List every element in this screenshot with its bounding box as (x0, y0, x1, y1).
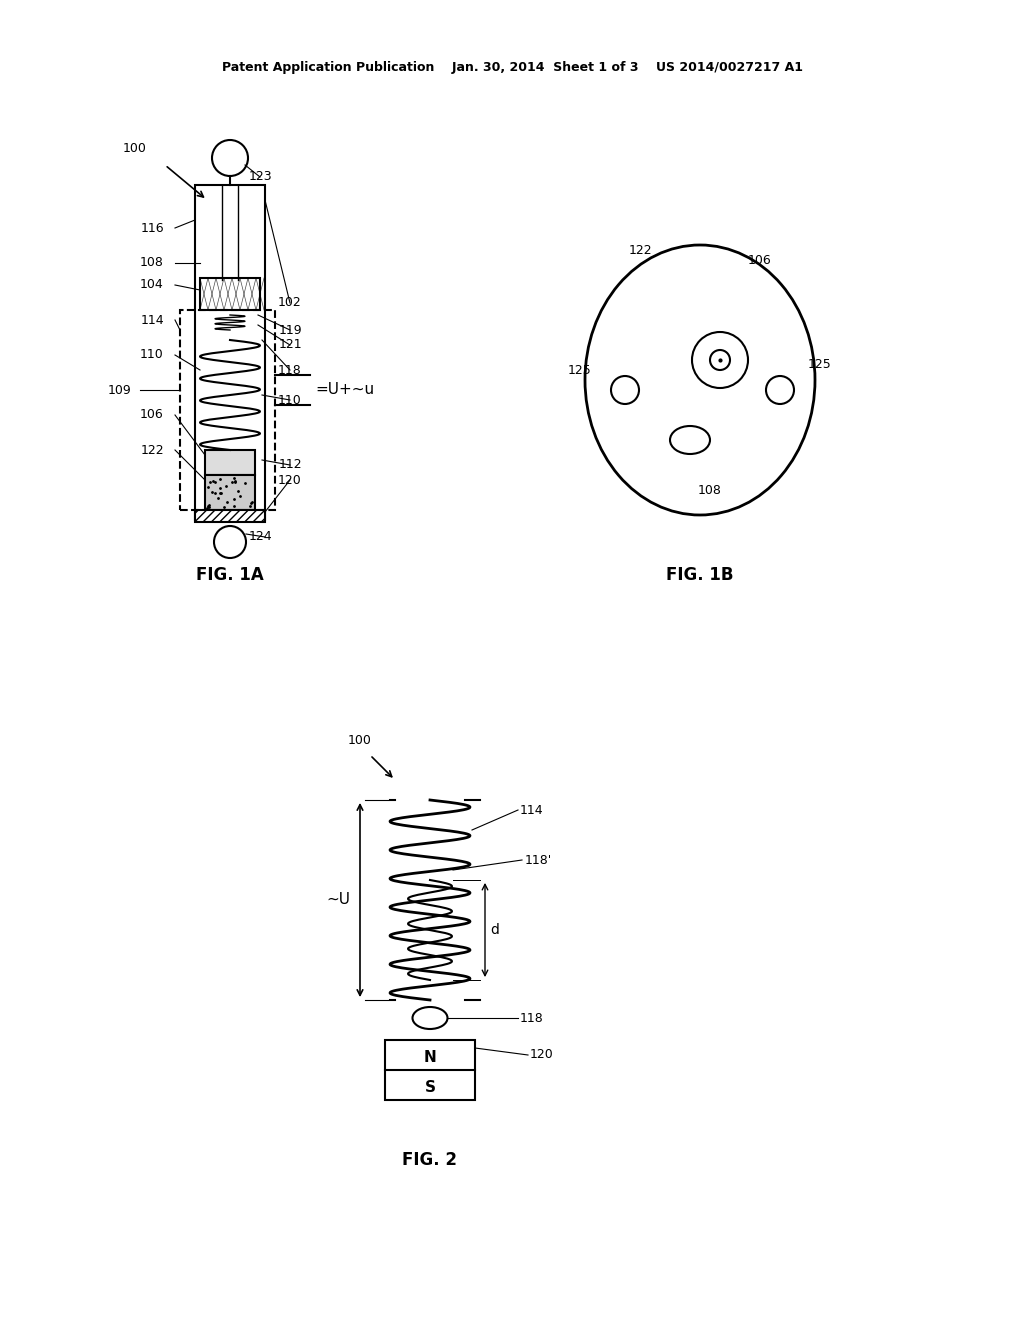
Text: 122: 122 (628, 243, 652, 256)
Text: 114: 114 (140, 314, 164, 326)
Text: 118: 118 (279, 363, 302, 376)
Text: d: d (490, 923, 499, 937)
Text: 125: 125 (568, 363, 592, 376)
Bar (195, 510, 265, 521)
Bar (200, 279, 260, 310)
Text: 123: 123 (248, 170, 271, 183)
Text: 116: 116 (140, 222, 164, 235)
Text: 106: 106 (749, 253, 772, 267)
Text: 104: 104 (140, 279, 164, 292)
Text: Patent Application Publication    Jan. 30, 2014  Sheet 1 of 3    US 2014/0027217: Patent Application Publication Jan. 30, … (221, 62, 803, 74)
Text: 124: 124 (248, 531, 271, 544)
Text: 120: 120 (279, 474, 302, 487)
Bar (180, 310, 275, 510)
Text: 109: 109 (109, 384, 132, 396)
Text: 108: 108 (140, 256, 164, 269)
Bar (195, 185, 265, 520)
Text: 112: 112 (279, 458, 302, 471)
Text: 114: 114 (520, 804, 544, 817)
Text: 110: 110 (279, 393, 302, 407)
Text: FIG. 1B: FIG. 1B (667, 566, 734, 583)
Text: 110: 110 (140, 348, 164, 362)
Text: FIG. 1A: FIG. 1A (197, 566, 264, 583)
Text: ~U: ~U (326, 892, 350, 908)
Text: 100: 100 (123, 141, 146, 154)
Text: 106: 106 (140, 408, 164, 421)
Bar (205, 450, 255, 475)
Bar (205, 475, 255, 510)
Text: 100: 100 (348, 734, 372, 747)
Text: FIG. 2: FIG. 2 (402, 1151, 458, 1170)
Text: 121: 121 (279, 338, 302, 351)
Bar (385, 1040, 475, 1100)
Text: 102: 102 (279, 297, 302, 309)
Text: 108: 108 (698, 483, 722, 496)
Text: 125: 125 (808, 359, 831, 371)
Text: 122: 122 (140, 444, 164, 457)
Text: 118': 118' (525, 854, 552, 866)
Text: 118: 118 (520, 1011, 544, 1024)
Text: 119: 119 (279, 323, 302, 337)
Text: S: S (425, 1080, 435, 1094)
Text: N: N (424, 1049, 436, 1064)
Text: 120: 120 (530, 1048, 554, 1061)
Text: =U+~u: =U+~u (315, 383, 374, 397)
